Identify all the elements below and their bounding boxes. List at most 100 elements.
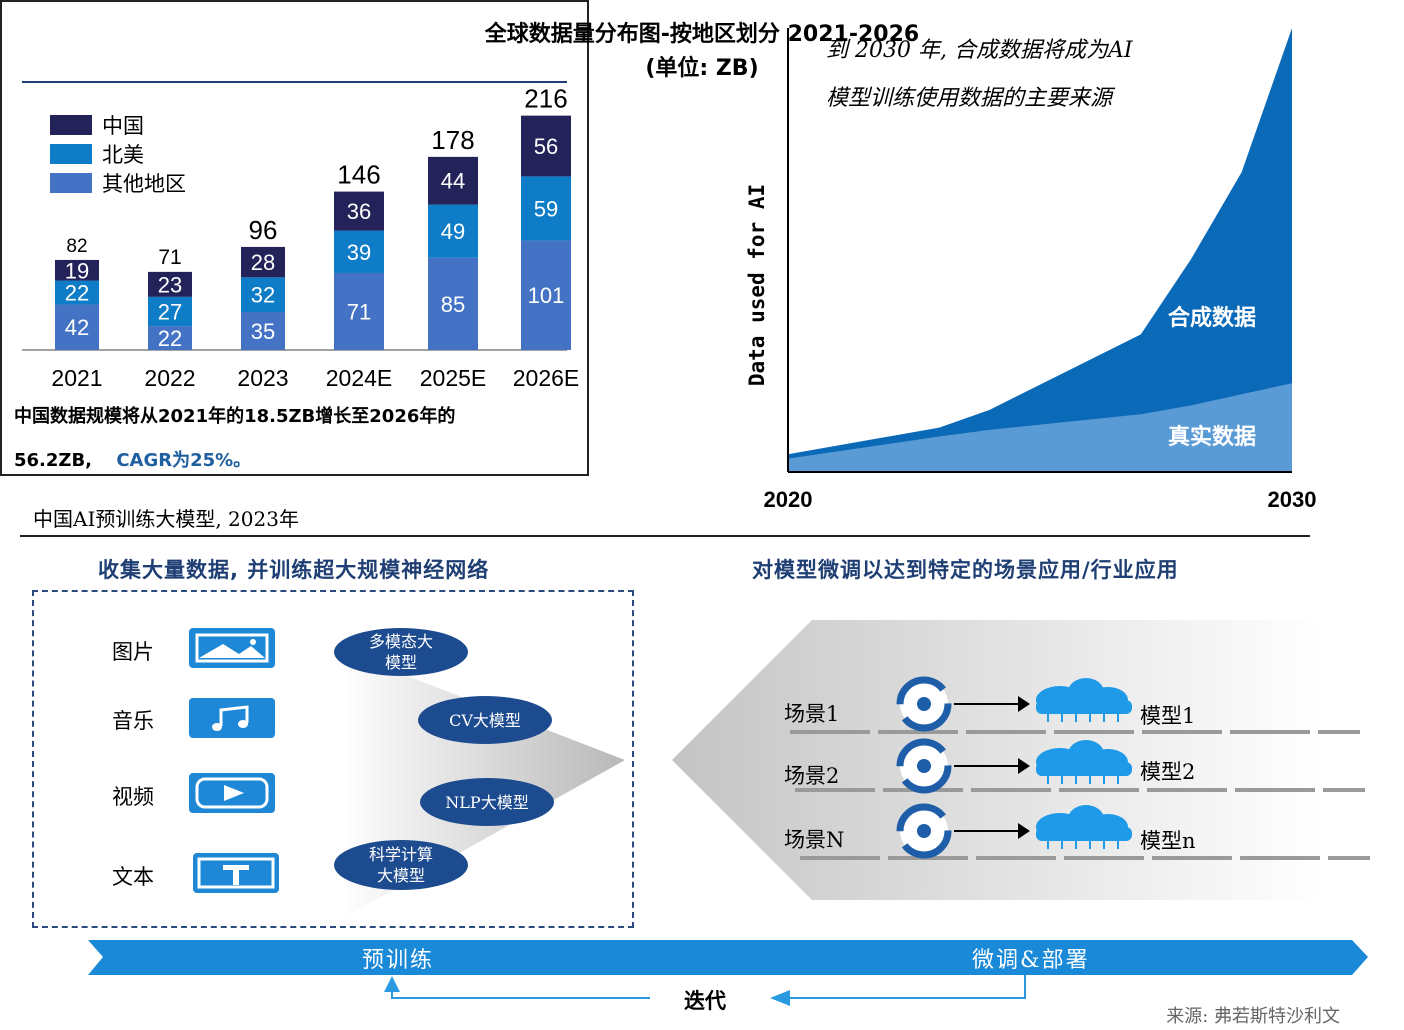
pretrain-data-box xyxy=(32,590,634,928)
area-real-data xyxy=(788,383,1292,472)
bar-2022-other xyxy=(148,326,192,350)
bar-label-2024E-other: 71 xyxy=(347,299,371,324)
bar-label-2023-other: 35 xyxy=(251,319,275,344)
bar-2026E-north-america xyxy=(521,176,571,241)
bar-total-2024E: 146 xyxy=(337,160,380,190)
bar-2025E-other xyxy=(428,257,478,350)
bar-label-2022-china: 23 xyxy=(158,272,182,297)
bar-total-2025E: 178 xyxy=(431,125,474,155)
output-fan xyxy=(672,620,1320,900)
chart-note-cagr: CAGR为25%。 xyxy=(116,450,252,471)
chart-note-line1: 中国数据规模将从2021年的18.5ZB增长至2026年的 xyxy=(14,406,456,427)
flow-arrowhead-n xyxy=(1018,823,1030,839)
cloud-icon-2 xyxy=(1036,740,1132,784)
source-note: 来源: 弗若斯特沙利文 xyxy=(1166,1006,1340,1027)
stage-label-finetune: 微调&部署 xyxy=(972,948,1090,973)
iterate-label: 迭代 xyxy=(684,989,726,1013)
cloud-icon-1 xyxy=(1036,678,1132,722)
bar-2022-china xyxy=(148,271,192,297)
flow-arrowhead-2 xyxy=(1018,758,1030,774)
bar-2026E-china xyxy=(521,115,571,177)
music-icon xyxy=(189,698,275,738)
bar-label-2023-china: 28 xyxy=(251,250,275,275)
bar-label-2025E-china: 44 xyxy=(441,169,465,194)
cycle-icon-2 xyxy=(896,738,952,794)
legend-item-china: 中国 xyxy=(50,110,144,140)
x-tick-label-2026E: 2026E xyxy=(513,365,580,391)
cycle-icon-1 xyxy=(896,676,952,732)
model-output-n: 模型n xyxy=(1140,829,1196,853)
bar-total-2022: 71 xyxy=(158,246,181,269)
bar-chart-svg: 4222198220212227237120223532289620237139… xyxy=(22,81,580,391)
video-icon xyxy=(189,773,275,813)
model-label-nlp: NLP大模型 xyxy=(445,792,529,812)
model-label-science: 科学计算 大模型 xyxy=(368,845,433,885)
y-axis-label: Data used for AI xyxy=(745,184,769,386)
x-tick-label-2022: 2022 xyxy=(144,365,195,391)
bar-2021-other xyxy=(55,304,99,350)
bar-total-2023: 96 xyxy=(249,215,278,245)
x-tick-label-2023: 2023 xyxy=(237,365,288,391)
legend-item-north-america: 北美 xyxy=(50,139,144,169)
series-label-real: 真实数据 xyxy=(1168,424,1256,450)
bar-label-2021-china: 19 xyxy=(65,258,89,283)
x-tick-label-2025E: 2025E xyxy=(420,365,487,391)
bar-chart-panel: 全球数据量分布图-按地区划分 2021-2026 (单位: ZB) 42 22 19… xyxy=(0,0,919,476)
bar-2026E-other xyxy=(521,240,571,350)
model-oval-science: 科学计算 大模型 xyxy=(334,840,468,890)
bar-2022-north-america xyxy=(148,296,192,327)
legend-swatch-china xyxy=(50,115,92,135)
x-tick-label-2030: 2030 xyxy=(1268,487,1317,512)
bar-label-2026E-china: 56 xyxy=(534,134,558,159)
bar-label-2025E-north-america: 49 xyxy=(441,219,465,244)
legend-label-north-america: 北美 xyxy=(102,143,144,167)
cloud-icon-n xyxy=(1036,805,1132,849)
bar-total-2021: 82 xyxy=(66,236,87,257)
iterate-arrowhead-left xyxy=(770,990,790,1006)
scene-label-n: 场景N xyxy=(784,828,845,852)
bar-label-2026E-north-america: 59 xyxy=(534,196,558,221)
iterate-line-right xyxy=(775,975,1026,999)
text-icon xyxy=(193,853,279,893)
stage-arrow-pretrain xyxy=(88,940,715,975)
bar-label-2024E-china: 36 xyxy=(347,199,371,224)
bar-2021-china xyxy=(55,259,99,281)
chart-note-value: 56.2ZB, xyxy=(14,450,93,471)
scene-label-2: 场景2 xyxy=(784,764,840,788)
finetune-title: 对模型微调以达到特定的场景应用/行业应用 xyxy=(752,558,1179,582)
bar-label-2022-other: 22 xyxy=(158,326,182,351)
section-divider xyxy=(20,535,1310,537)
image-icon xyxy=(189,628,275,668)
legend-label-other: 其他地区 xyxy=(102,172,186,196)
media-label-image: 图片 xyxy=(112,640,154,664)
bar-label-2025E-other: 85 xyxy=(441,292,465,317)
area-synthetic-data xyxy=(788,28,1292,472)
model-oval-nlp: NLP大模型 xyxy=(420,778,554,826)
bar-label-2022-north-america: 27 xyxy=(158,299,182,324)
legend-label-china: 中国 xyxy=(102,114,144,138)
model-output-2: 模型2 xyxy=(1140,760,1196,784)
scene-label-1: 场景1 xyxy=(784,702,840,726)
bar-2024E-china xyxy=(334,191,384,231)
stage-arrow-finetune xyxy=(697,940,1368,975)
bar-2025E-north-america xyxy=(428,204,478,258)
stage-label-pretrain: 预训练 xyxy=(362,948,435,973)
bar-2024E-other xyxy=(334,272,384,350)
bar-label-2023-north-america: 32 xyxy=(251,283,275,308)
bar-label-2021-north-america: 22 xyxy=(65,280,89,305)
bar-label-2021-other: 42 xyxy=(65,315,89,340)
model-output-1: 模型1 xyxy=(1140,704,1196,728)
bar-2021-north-america xyxy=(55,280,99,305)
legend-swatch-other xyxy=(50,173,92,193)
area-annotation-line1: 到 2030 年, 合成数据将成为AI xyxy=(826,38,1133,63)
media-label-text: 文本 xyxy=(112,865,154,889)
model-label-cv: CV大模型 xyxy=(449,710,521,730)
x-tick-label-2024E: 2024E xyxy=(326,365,393,391)
bar-label-2024E-north-america: 39 xyxy=(347,240,371,265)
model-oval-multimodal: 多模态大 模型 xyxy=(334,628,468,676)
bar-2024E-north-america xyxy=(334,230,384,273)
model-label-multimodal: 多模态大 模型 xyxy=(368,632,433,672)
model-oval-cv: CV大模型 xyxy=(418,696,552,744)
iterate-arrowhead-up xyxy=(384,976,400,992)
bar-2025E-china xyxy=(428,156,478,205)
